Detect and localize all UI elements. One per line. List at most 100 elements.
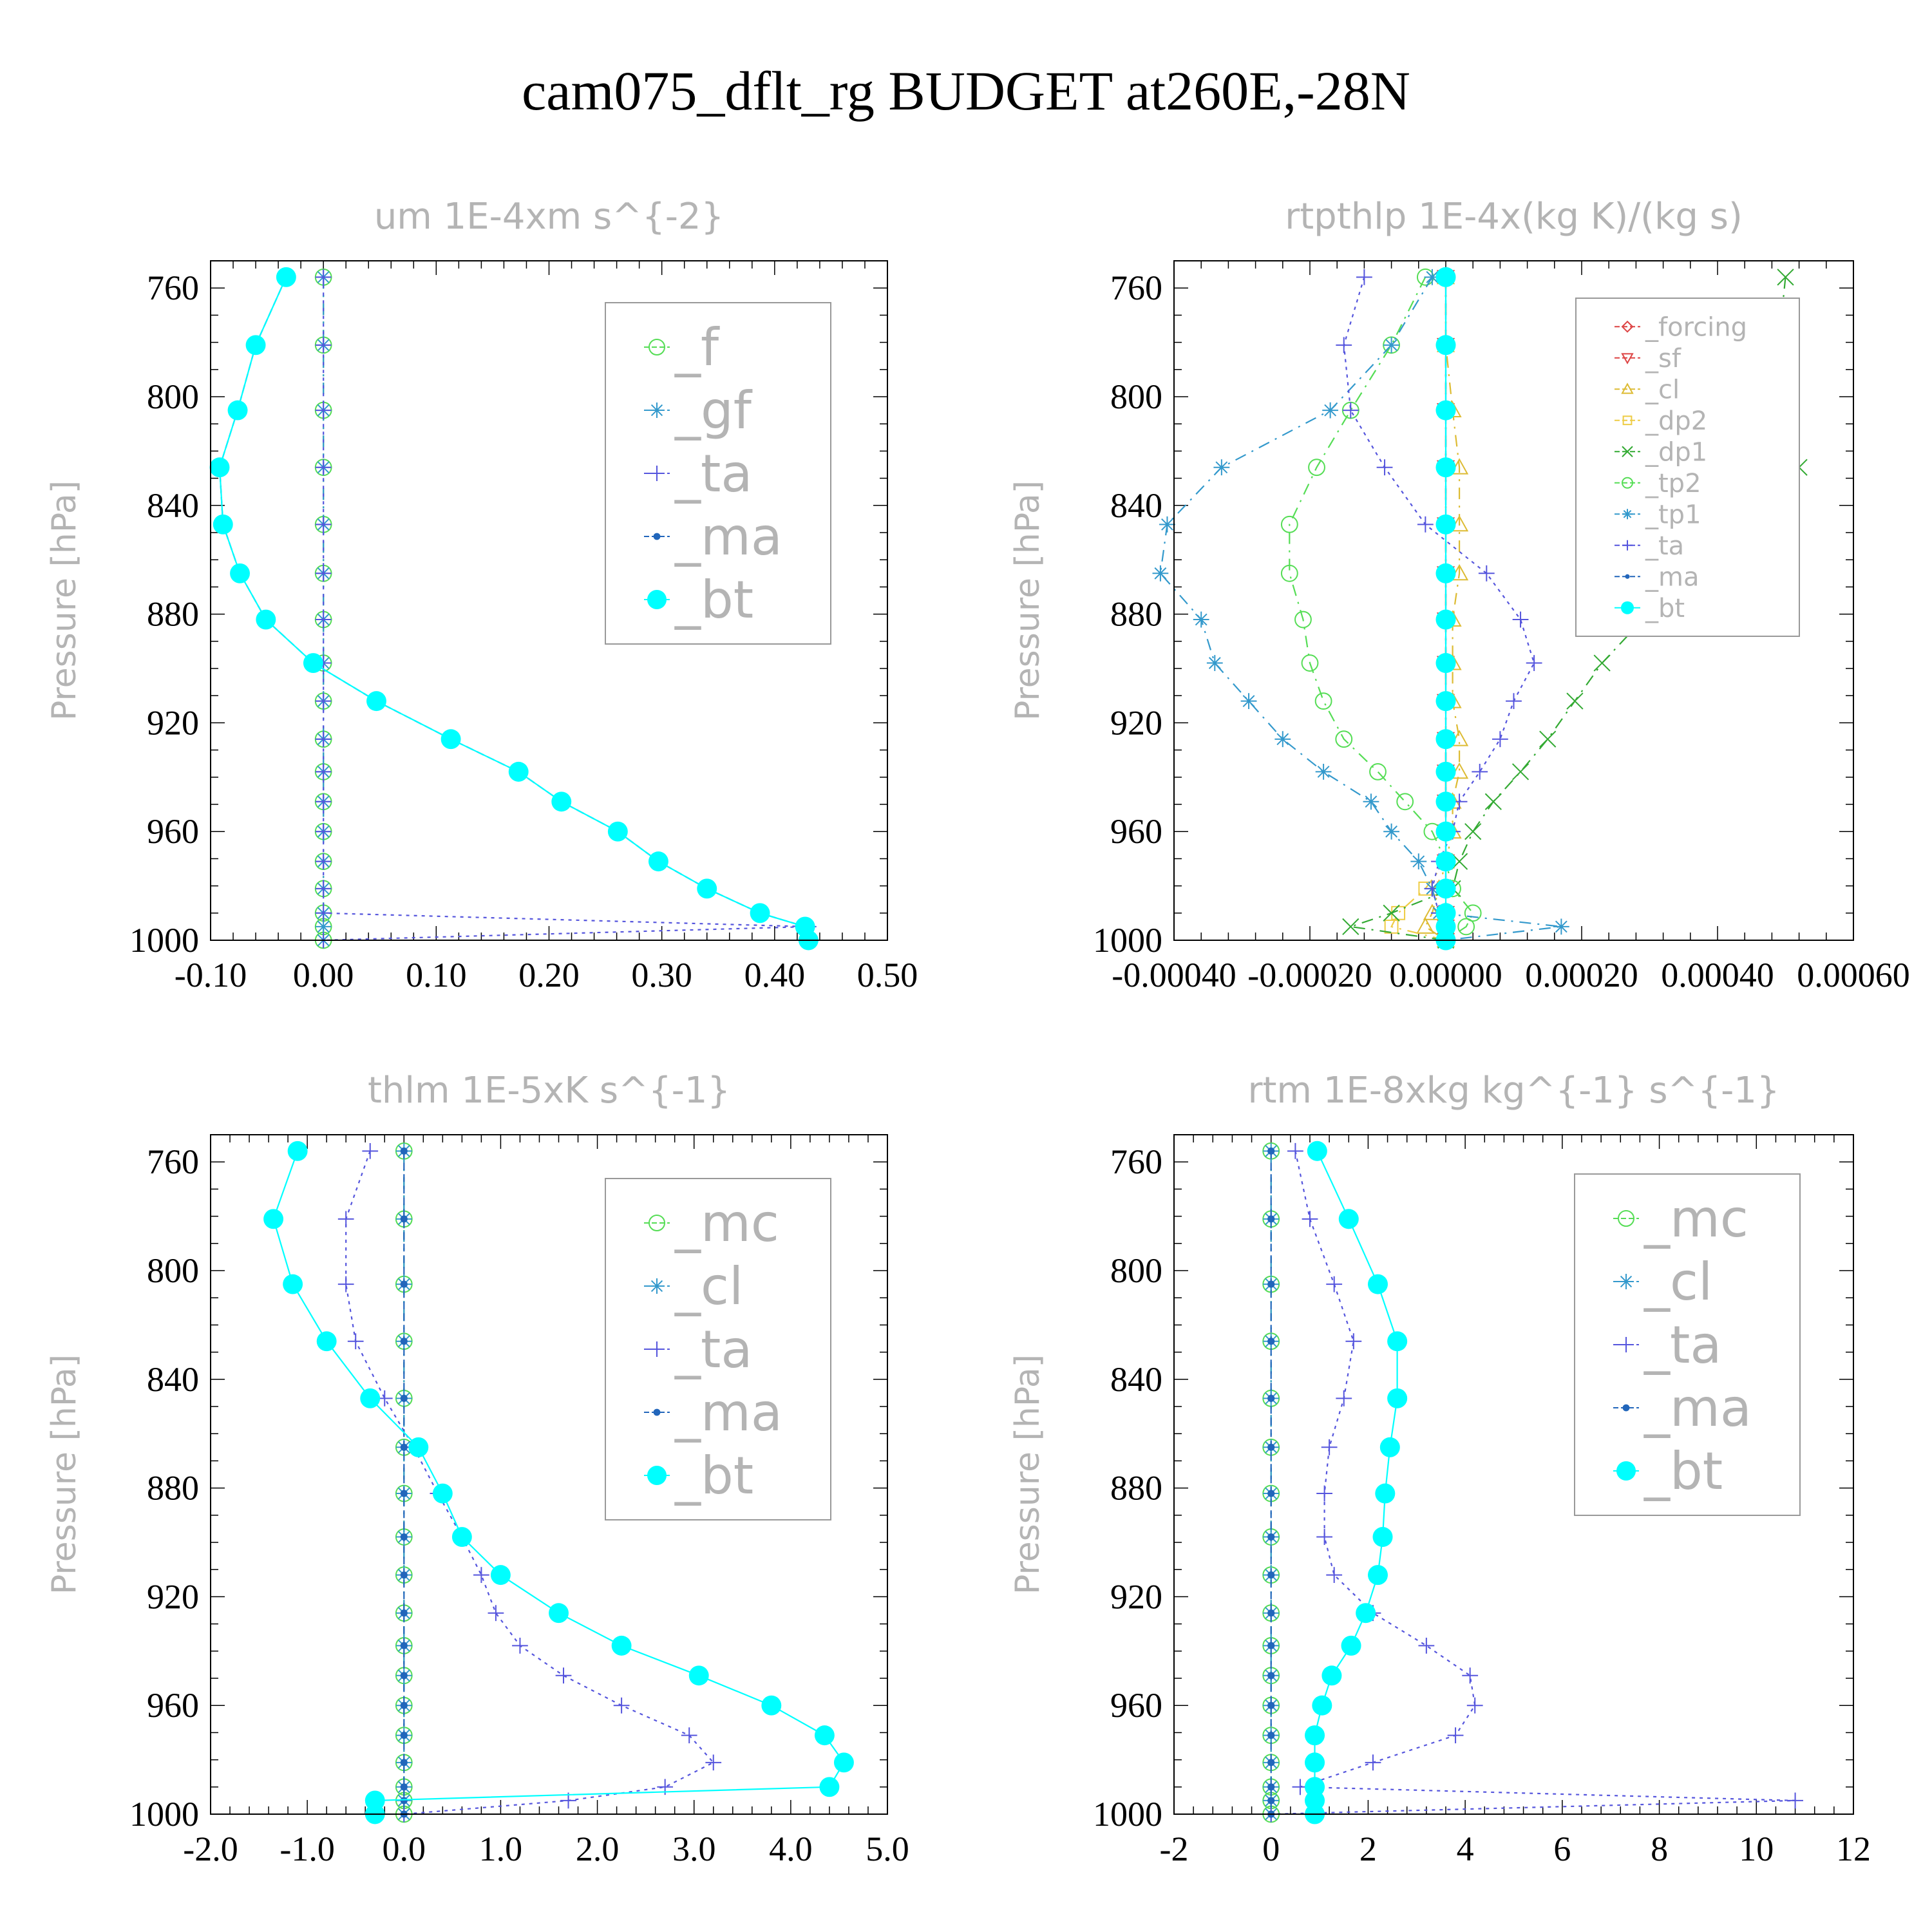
legend-item: _cl — [644, 1256, 743, 1316]
y-tick-label: 760 — [1110, 1142, 1162, 1181]
legend-marker — [1622, 540, 1633, 551]
data-point — [833, 1752, 854, 1773]
series-line — [1289, 276, 1474, 941]
data-point — [400, 1732, 408, 1739]
data-point — [1435, 400, 1456, 421]
x-tick-label: 2.0 — [576, 1830, 620, 1868]
legend-label: _f — [674, 317, 720, 377]
data-point — [1553, 918, 1569, 935]
legend-marker — [1621, 320, 1634, 333]
x-tick-label: 1.0 — [479, 1830, 523, 1868]
data-point — [400, 1394, 408, 1402]
data-point — [1213, 459, 1230, 476]
x-tick-label: -1.0 — [279, 1830, 334, 1868]
series-line — [323, 277, 809, 942]
legend-label: _tp2 — [1645, 469, 1701, 498]
x-tick-label: 6 — [1553, 1830, 1571, 1868]
data-point — [1410, 853, 1427, 870]
legend-marker — [647, 590, 667, 609]
data-point — [227, 400, 248, 421]
data-point — [315, 853, 332, 869]
data-point — [315, 611, 332, 628]
data-point — [688, 1665, 709, 1686]
data-point — [263, 1209, 284, 1229]
data-point — [287, 1141, 308, 1161]
data-point — [1435, 267, 1456, 287]
series-bt — [209, 267, 819, 951]
data-point — [697, 878, 717, 899]
data-point — [1365, 1754, 1381, 1771]
legend: _f_gf_ta_ma_bt — [605, 302, 831, 645]
data-point — [366, 691, 386, 712]
data-point — [400, 1215, 408, 1223]
legend-label: _ma — [674, 507, 782, 567]
data-point — [1372, 1527, 1393, 1548]
legend-marker — [647, 1466, 667, 1485]
data-point — [819, 1777, 840, 1797]
data-point — [508, 761, 529, 782]
data-point — [1326, 1276, 1343, 1293]
data-point — [1267, 1280, 1275, 1288]
data-point — [1267, 1571, 1275, 1579]
x-tick-label: 2 — [1359, 1830, 1377, 1868]
data-point — [1338, 1209, 1359, 1229]
y-tick-label: 800 — [1110, 377, 1162, 416]
data-point — [400, 1642, 408, 1649]
y-tick-label: 960 — [147, 1686, 199, 1725]
x-tick-label: -0.00020 — [1247, 956, 1372, 994]
data-point — [1294, 611, 1312, 629]
y-tick-label: 840 — [147, 1360, 199, 1399]
y-tick-label: 880 — [147, 595, 199, 634]
data-point — [1321, 1665, 1342, 1686]
data-point — [1308, 459, 1325, 477]
x-tick-label: -0.10 — [175, 956, 247, 994]
legend-label: _cl — [1645, 375, 1680, 404]
data-point — [1287, 1142, 1303, 1159]
legend-marker — [649, 339, 665, 355]
data-point — [1312, 1695, 1332, 1716]
chart-panel-1: um 1E-4xm s^{-2} Pressure [hPa] 760 800 840 8… — [45, 196, 918, 994]
data-point — [681, 1727, 697, 1743]
data-point — [230, 563, 250, 583]
legend-marker — [653, 1408, 661, 1416]
data-point — [1206, 655, 1223, 671]
legend-label: _dp1 — [1645, 437, 1707, 467]
legend-marker — [1616, 1461, 1636, 1481]
legend-item: _bt — [1613, 1441, 1723, 1501]
legend-marker — [649, 1278, 665, 1294]
y-axis-label: Pressure [hPa] — [45, 480, 84, 721]
data-point — [1342, 918, 1359, 936]
x-tick-label: 0.40 — [744, 956, 806, 994]
legend-item: _ta — [1613, 1315, 1721, 1375]
data-point — [1363, 793, 1379, 810]
data-point — [1435, 691, 1456, 712]
data-point — [1267, 1759, 1275, 1766]
data-point — [1375, 1483, 1396, 1504]
data-point — [316, 1331, 337, 1352]
data-point — [1267, 1533, 1275, 1541]
data-point — [1267, 1215, 1275, 1223]
data-point — [315, 269, 332, 285]
data-point — [549, 1603, 569, 1624]
data-point — [1383, 337, 1400, 354]
legend-marker — [649, 1341, 665, 1357]
y-tick-label: 760 — [147, 1142, 199, 1181]
x-tick-label: -0.00040 — [1112, 956, 1236, 994]
data-point — [1464, 904, 1482, 922]
plot-frame — [1173, 260, 1854, 941]
legend-item: _ma — [1613, 1378, 1752, 1438]
data-point — [303, 653, 323, 674]
y-tick-label: 960 — [1110, 1686, 1162, 1725]
legend-label: _gf — [674, 381, 753, 440]
data-point — [1159, 516, 1175, 533]
y-tick-label: 760 — [1110, 269, 1162, 307]
legend-label: _ta — [674, 444, 752, 504]
legend-label: _bt — [1643, 1441, 1723, 1501]
y-tick-label: 840 — [147, 486, 199, 525]
legend-label: _ma — [1645, 562, 1699, 592]
series-bt — [263, 1141, 854, 1824]
x-tick-label: 0.00 — [293, 956, 354, 994]
data-point — [1315, 763, 1332, 780]
data-point — [315, 731, 332, 748]
data-point — [1478, 565, 1495, 582]
